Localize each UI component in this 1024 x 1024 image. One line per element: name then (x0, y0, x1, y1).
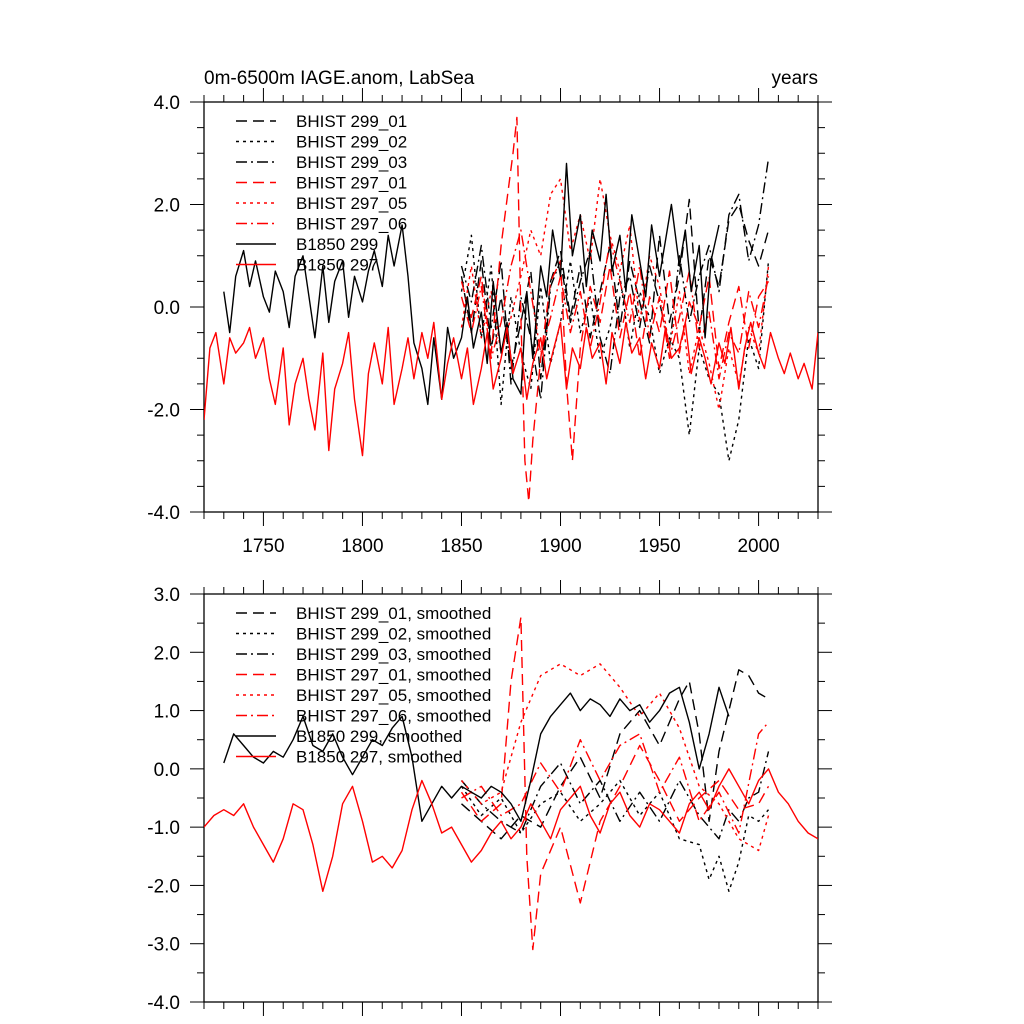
legend-label: BHIST 299_03 (296, 153, 407, 172)
legend-label: BHIST 297_06 (296, 215, 407, 234)
y-tick-label: -3.0 (147, 935, 180, 956)
series-line (460, 663, 770, 852)
x-tick-label: 1750 (242, 536, 284, 557)
series-group (204, 616, 818, 951)
legend-label: BHIST 297_01 (296, 174, 407, 193)
legend-label: BHIST 299_02 (296, 133, 407, 152)
series-line (460, 178, 770, 411)
x-tick-label: 1800 (341, 536, 383, 557)
series-line (461, 669, 769, 840)
legend-label: BHIST 299_02, smoothed (296, 625, 491, 644)
y-tick-label: 1.0 (154, 702, 180, 723)
legend-label: BHIST 297_05, smoothed (296, 686, 491, 705)
x-tick-label: 1950 (638, 536, 680, 557)
bottom-panel: -4.0 -3.0 -2.0 -1.0 0.0 1.0 2.0 3.0 BHIST 299_01… (147, 580, 832, 1016)
y-tick-label: -4.0 (147, 503, 180, 524)
legend-label: B1850 299, smoothed (296, 727, 462, 746)
series-line (460, 779, 770, 892)
y-tick-label: 3.0 (154, 585, 180, 606)
series-line (460, 616, 770, 951)
top-panel: 1750 1800 1850 1900 1950 2000 -4.0 -2.0 0.0 2.0 4.… (147, 88, 832, 557)
y-tick-label: -2.0 (147, 876, 180, 897)
legend-label: BHIST 297_01, smoothed (296, 666, 491, 685)
legend-label: BHIST 299_01, smoothed (296, 604, 491, 623)
y-tick-label: 2.0 (154, 643, 180, 664)
legend-label: BHIST 299_03, smoothed (296, 645, 491, 664)
y-tick-label: 0.0 (154, 760, 180, 781)
series-line (204, 768, 818, 892)
series-line (461, 721, 770, 834)
y-tick-label: 0.0 (154, 298, 180, 319)
legend-label: B1850 299 (296, 235, 378, 254)
x-tick-label: 1850 (440, 536, 482, 557)
series-line (460, 116, 770, 503)
y-tick-label: 4.0 (154, 93, 180, 114)
series-line (223, 162, 720, 406)
chart-title: 0m-6500m IAGE.anom, LabSea (204, 68, 475, 89)
series-line (204, 321, 818, 457)
series-line (460, 751, 770, 840)
legend-label: BHIST 297_06, smoothed (296, 707, 491, 726)
series-line (223, 686, 730, 822)
legend-label: BHIST 297_05 (296, 194, 407, 213)
x-tick-label: 1900 (539, 536, 581, 557)
x-tick-label: 2000 (737, 536, 779, 557)
y-tick-label: -2.0 (147, 401, 180, 422)
chart-units: years (772, 68, 818, 89)
y-tick-label: 2.0 (154, 196, 180, 217)
y-tick-label: -4.0 (147, 993, 180, 1014)
series-group (204, 116, 818, 503)
legend-label: B1850 297 (296, 256, 378, 275)
y-tick-label: -1.0 (147, 818, 180, 839)
legend-label: BHIST 299_01 (296, 112, 407, 131)
legend-label: B1850 297, smoothed (296, 748, 462, 767)
